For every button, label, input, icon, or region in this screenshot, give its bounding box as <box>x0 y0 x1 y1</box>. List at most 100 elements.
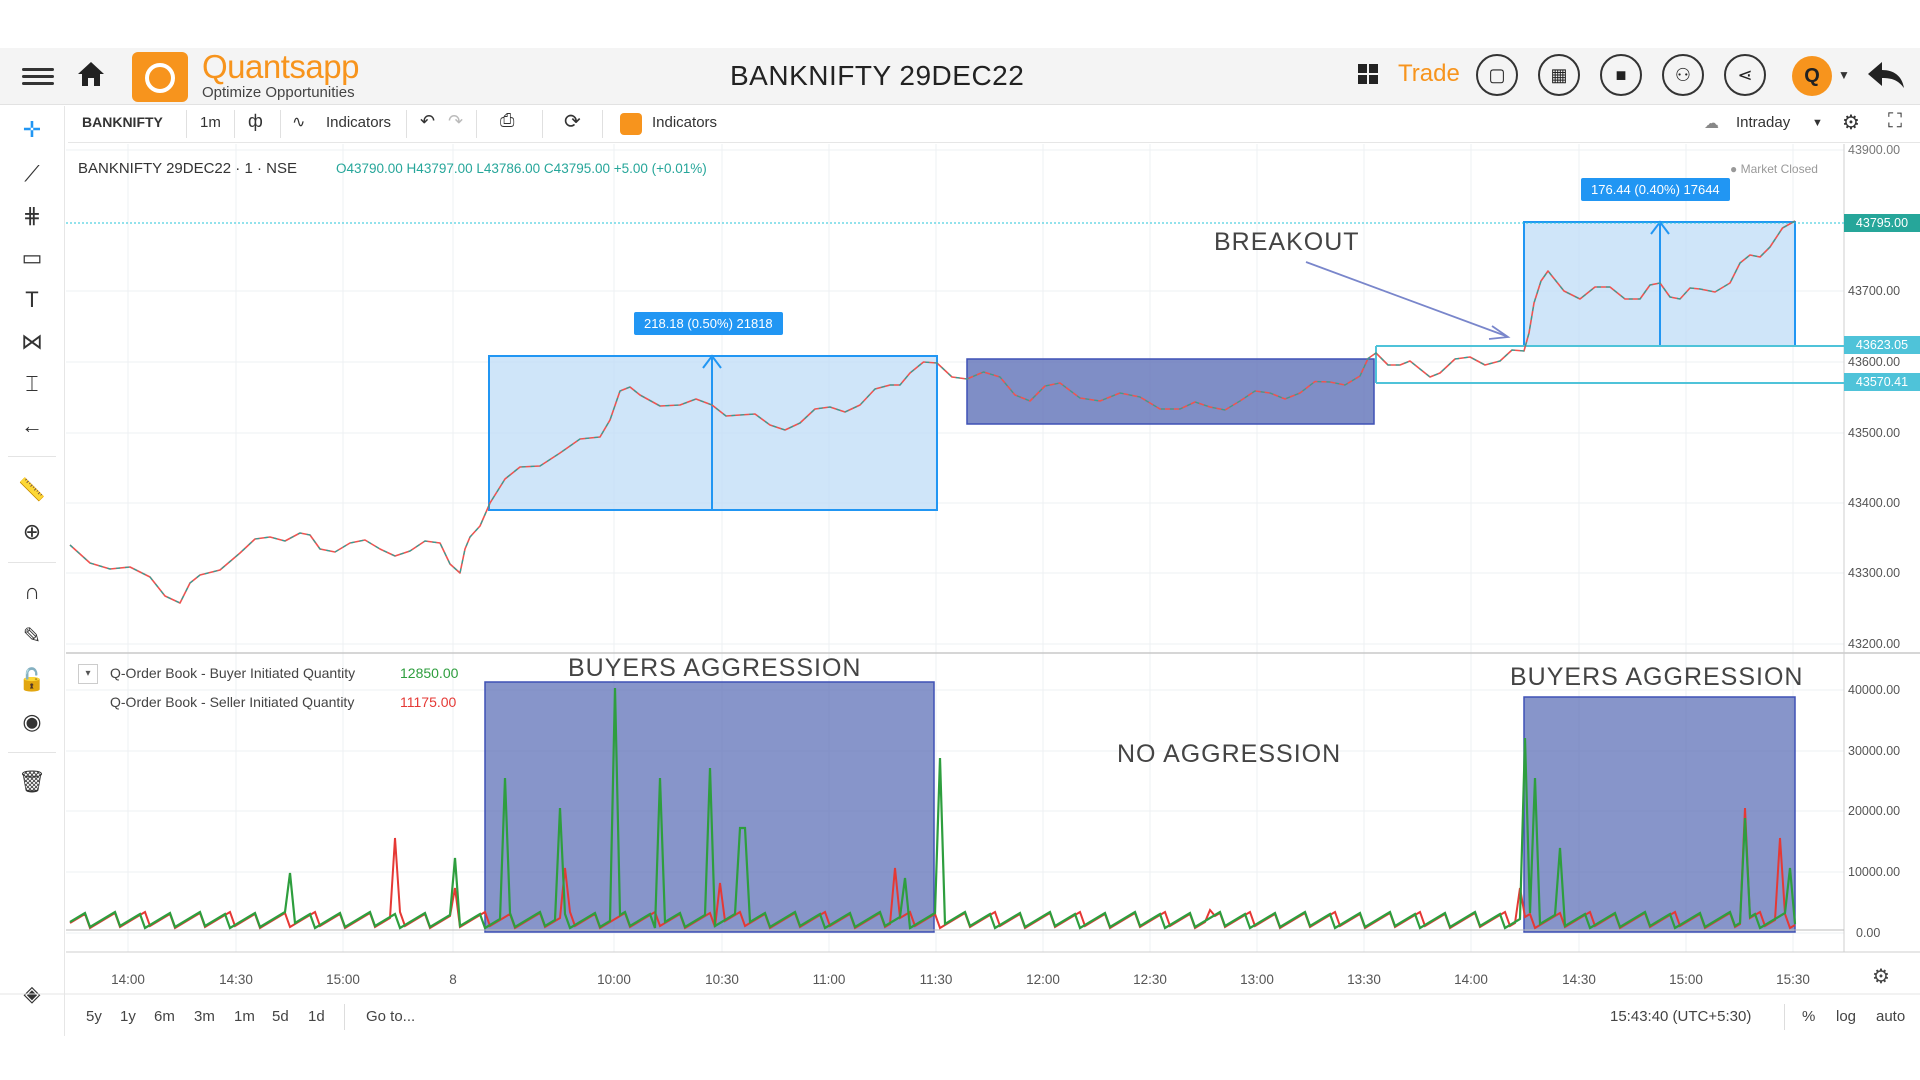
avatar[interactable]: Q <box>1792 56 1832 96</box>
breakout-arrowhead <box>1488 325 1511 340</box>
session-chevron-icon[interactable]: ▼ <box>1812 117 1823 129</box>
axis-settings-icon[interactable]: ⚙ <box>1872 966 1890 988</box>
range-6m[interactable]: 6m <box>154 1008 175 1025</box>
buyers-aggression-annotation-2: BUYERS AGGRESSION <box>1510 663 1804 691</box>
chart-legend-title: BANKNIFTY 29DEC22 · 1 · NSE <box>78 160 297 177</box>
level-high-label: 43623.05 <box>1844 336 1920 354</box>
trendline-icon[interactable]: ⟋ <box>24 161 40 186</box>
layout-icon[interactable]: ▦ <box>1538 54 1580 96</box>
drawing-toolbar: ✛ ⟋ ⋕ ▭ T ⋈ ⌶ ← 📏 ⊕ ∩ ✎ 🔓 ◉ 🗑 ◈ <box>0 106 65 1036</box>
buyer-volume-line <box>69 687 1797 930</box>
crosshair-icon[interactable]: ✛ <box>22 117 42 142</box>
page-title: BANKNIFTY 29DEC22 <box>730 60 1025 91</box>
price-tick: 43500.00 <box>1848 426 1901 440</box>
range-1m[interactable]: 1m <box>234 1008 255 1025</box>
trash-icon[interactable]: 🗑 <box>18 769 46 794</box>
lock-icon[interactable]: 🔓 <box>18 667 46 692</box>
price-tick: 43900.00 <box>1848 143 1901 157</box>
chevron-down-icon[interactable]: ▼ <box>1838 68 1850 82</box>
ohlc-values: O43790.00 H43797.00 L43786.00 C43795.00 … <box>336 161 707 176</box>
time-tick: 13:00 <box>1240 972 1274 987</box>
brand-tagline: Optimize Opportunities <box>202 84 355 101</box>
no-aggression-annotation: NO AGGRESSION <box>1117 740 1342 768</box>
fullscreen-icon[interactable]: ⛶ <box>1888 110 1902 132</box>
share-icon[interactable]: ⋖ <box>1724 54 1766 96</box>
goto-button[interactable]: Go to... <box>366 1008 416 1025</box>
apps-grid-icon[interactable] <box>1356 62 1380 86</box>
home-icon[interactable] <box>76 60 106 88</box>
fib-icon[interactable]: ⋕ <box>22 203 42 228</box>
volume-tick: 0.00 <box>1856 926 1881 940</box>
volume-tick: 30000.00 <box>1848 744 1901 758</box>
measure-arrowhead-2 <box>1650 220 1670 235</box>
magnet-icon[interactable]: ∩ <box>24 579 40 604</box>
brand-name: Quantsapp <box>202 48 359 85</box>
time-tick: 14:00 <box>1454 972 1488 987</box>
range-1d[interactable]: 1d <box>308 1008 325 1025</box>
settings-gear-icon[interactable]: ⚙ <box>1842 112 1860 134</box>
price-series-up <box>69 220 1796 604</box>
back-icon[interactable] <box>1866 58 1906 92</box>
drawing-mode-icon[interactable]: ✎ <box>22 623 42 648</box>
time-tick: 10:30 <box>705 972 739 987</box>
q-indicators-icon[interactable] <box>620 113 642 135</box>
measure-arrowhead-1 <box>702 354 722 369</box>
price-tick: 43200.00 <box>1848 637 1901 651</box>
log-toggle[interactable]: log <box>1836 1008 1857 1025</box>
time-tick: 13:30 <box>1347 972 1381 987</box>
ruler-icon[interactable]: 📏 <box>18 477 46 502</box>
pattern-tool-icon[interactable]: ⋈ <box>21 329 43 354</box>
consolidation-box <box>966 358 1375 425</box>
buyer-legend-value: 12850.00 <box>400 665 459 681</box>
video-icon[interactable]: ■ <box>1600 54 1642 96</box>
range-1y[interactable]: 1y <box>120 1008 136 1025</box>
window-icon[interactable]: ▢ <box>1476 54 1518 96</box>
time-tick: 14:30 <box>219 972 253 987</box>
arrow-left-icon[interactable]: ← <box>21 413 43 438</box>
buyer-legend-label: Q-Order Book - Buyer Initiated Quantity <box>110 665 356 681</box>
range-5d[interactable]: 5d <box>272 1008 289 1025</box>
trade-button[interactable]: Trade <box>1398 60 1460 87</box>
share-group-icon[interactable]: ⚇ <box>1662 54 1704 96</box>
time-tick: 15:00 <box>326 972 360 987</box>
pane-collapse-icon[interactable]: ▾ <box>78 664 98 684</box>
range-5y[interactable]: 5y <box>86 1008 102 1025</box>
refresh-icon[interactable]: ⟳ <box>564 111 581 133</box>
breakout-annotation: BREAKOUT <box>1214 228 1360 256</box>
buyers-aggression-annotation-1: BUYERS AGGRESSION <box>568 654 862 682</box>
range-3m[interactable]: 3m <box>194 1008 215 1025</box>
percent-toggle[interactable]: % <box>1802 1008 1816 1025</box>
cloud-icon: ☁ <box>1704 115 1719 132</box>
indicators-icon[interactable]: ∿ <box>292 114 306 131</box>
zoom-in-icon[interactable]: ⊕ <box>22 519 42 544</box>
measure-tool-icon[interactable]: ⌶ <box>25 371 39 396</box>
chart-toolbar: BANKNIFTY 1m ф ∿ Indicators ↶ ↷ ⎙ ⟳ Indi… <box>68 106 1920 143</box>
price-tick: 43700.00 <box>1848 284 1901 298</box>
breakout-arrow <box>1305 261 1507 337</box>
time-tick: 8 <box>449 972 457 987</box>
candle-type-icon[interactable]: ф <box>248 111 263 131</box>
screenshot-icon[interactable]: ⎙ <box>500 110 515 130</box>
auto-toggle[interactable]: auto <box>1876 1008 1906 1025</box>
symbol-search[interactable]: BANKNIFTY <box>82 114 163 130</box>
text-tool-icon[interactable]: T <box>25 287 39 312</box>
indicators-button[interactable]: Indicators <box>326 114 392 131</box>
price-tick: 43600.00 <box>1848 355 1901 369</box>
q-indicators-button[interactable]: Indicators <box>652 114 718 131</box>
measure-badge-2: 176.44 (0.40%) 17644 <box>1581 178 1730 201</box>
logo-icon <box>132 52 188 102</box>
volume-tick: 20000.00 <box>1848 804 1901 818</box>
menu-icon[interactable] <box>22 64 54 88</box>
time-tick: 14:30 <box>1562 972 1596 987</box>
measure-badge-1: 218.18 (0.50%) 21818 <box>634 312 783 335</box>
undo-icon[interactable]: ↶ <box>420 111 436 131</box>
time-tick: 14:00 <box>111 972 145 987</box>
rectangle-tool-icon[interactable]: ▭ <box>21 245 43 270</box>
time-tick: 15:30 <box>1776 972 1810 987</box>
current-price-label: 43795.00 <box>1844 214 1920 232</box>
redo-icon[interactable]: ↷ <box>448 111 464 131</box>
interval-button[interactable]: 1m <box>200 114 221 131</box>
eye-icon[interactable]: ◉ <box>22 709 42 734</box>
session-select[interactable]: Intraday <box>1736 114 1791 131</box>
